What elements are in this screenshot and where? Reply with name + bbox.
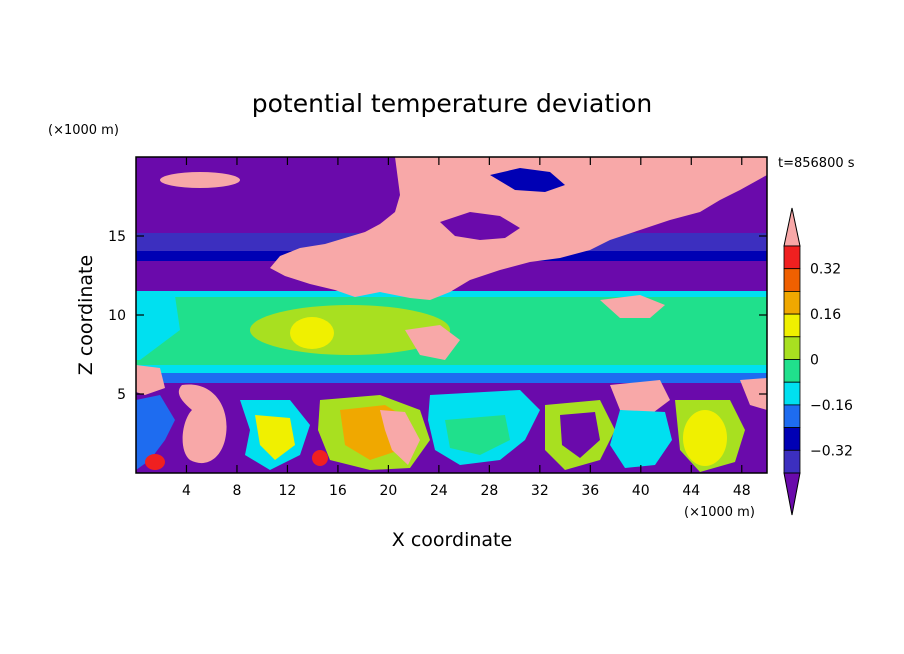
y-axis-label: Z coordinate: [75, 255, 97, 375]
x-tick-label: 24: [430, 483, 448, 499]
band-blue: [136, 373, 767, 383]
colorbar-tick-label: 0: [810, 353, 819, 369]
lower-purple-d: [560, 412, 600, 458]
cloud-right-blob: [690, 167, 750, 183]
colorbar-segment: [783, 404, 801, 428]
colorbar-tick-label: 0.16: [810, 307, 841, 323]
time-label: t=856800 s: [778, 156, 855, 171]
cloud-gap-blue: [490, 168, 565, 192]
warm-core-center: [290, 317, 334, 349]
lower-pink-left: [136, 365, 165, 395]
colorbar-segment: [783, 449, 801, 474]
x-tick-label: 44: [682, 483, 700, 499]
x-tick-label: 48: [733, 483, 751, 499]
x-tick-label: 16: [329, 483, 347, 499]
x-tick-label: 36: [581, 483, 599, 499]
colorbar-segment: [783, 359, 801, 383]
lower-red-spot: [145, 454, 165, 470]
x-unit-label: (×1000 m): [684, 505, 755, 520]
colorbar-segment: [783, 290, 801, 315]
cloud-mid-right: [600, 295, 665, 318]
x-tick-label: 28: [480, 483, 498, 499]
colorbar-segment: [783, 268, 801, 292]
lower-yellow-f: [683, 410, 727, 466]
x-tick-label: 40: [632, 483, 650, 499]
colorbar-segment: [783, 313, 801, 338]
lower-pink-right: [740, 378, 767, 410]
y-axis-ticks: 5 10 15: [108, 229, 767, 403]
colorbar-segment: [783, 427, 801, 451]
x-tick-label: 12: [279, 483, 297, 499]
colorbar-tick-label: 0.32: [810, 262, 841, 278]
x-axis-label: X coordinate: [392, 529, 512, 551]
x-tick-label: 8: [232, 483, 241, 499]
plot-field: [136, 157, 767, 473]
band-cyan-bottom: [136, 365, 767, 373]
y-unit-label: (×1000 m): [48, 123, 119, 138]
lower-blue-left: [136, 395, 175, 470]
lower-yellow-a: [255, 415, 295, 460]
colorbar-extend-bottom: [783, 472, 801, 516]
y-tick-label: 10: [108, 308, 126, 324]
colorbar-tick-label: −0.16: [810, 398, 853, 414]
band-cyan-top: [136, 291, 767, 297]
x-tick-label: 32: [531, 483, 549, 499]
cloud-mid-patch: [405, 325, 460, 360]
lower-pink-e: [610, 380, 670, 415]
cyan-patch-left: [136, 295, 180, 360]
x-tick-label: 20: [379, 483, 397, 499]
x-tick-label: 4: [182, 483, 191, 499]
x-axis-ticks: 4 8 12 16 20 24 28 32 36 40 44 48: [182, 157, 751, 499]
colorbar-segment: [783, 336, 801, 360]
chart-title: potential temperature deviation: [252, 89, 652, 118]
y-tick-label: 15: [108, 229, 126, 245]
colorbar-extend-top: [783, 207, 801, 247]
lower-pink-b: [380, 410, 420, 465]
colorbar-segment: [783, 245, 801, 270]
cloud-left-blob: [160, 172, 240, 188]
y-tick-label: 5: [117, 387, 126, 403]
lower-cyan-e: [610, 410, 672, 468]
colorbar-tick-label: −0.32: [810, 443, 853, 459]
lower-green-c: [445, 415, 510, 455]
lower-red-spot-2: [312, 450, 328, 466]
cloud-gap: [440, 212, 520, 240]
band-green: [136, 291, 767, 371]
colorbar: 0.32 0.16 0 −0.16 −0.32: [783, 207, 853, 516]
lower-pink-swirl: [178, 384, 227, 464]
colorbar-segment: [783, 381, 801, 406]
